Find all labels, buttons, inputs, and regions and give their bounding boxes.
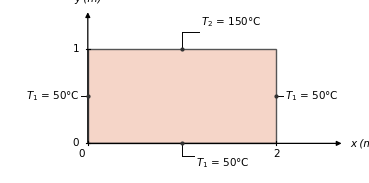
- Bar: [88, 49, 276, 143]
- Text: 1: 1: [73, 44, 79, 54]
- Text: 2: 2: [273, 149, 280, 159]
- Text: $T_2$ = 150°C: $T_2$ = 150°C: [201, 15, 261, 29]
- Text: y (m): y (m): [74, 0, 101, 4]
- Text: 0: 0: [73, 138, 79, 148]
- Text: $T_1$ = 50°C: $T_1$ = 50°C: [196, 157, 250, 170]
- Text: $T_1$ = 50°C: $T_1$ = 50°C: [285, 89, 339, 103]
- Text: 0: 0: [78, 149, 85, 159]
- Text: $T_1$ = 50°C: $T_1$ = 50°C: [25, 89, 79, 103]
- Text: x (m): x (m): [350, 138, 369, 148]
